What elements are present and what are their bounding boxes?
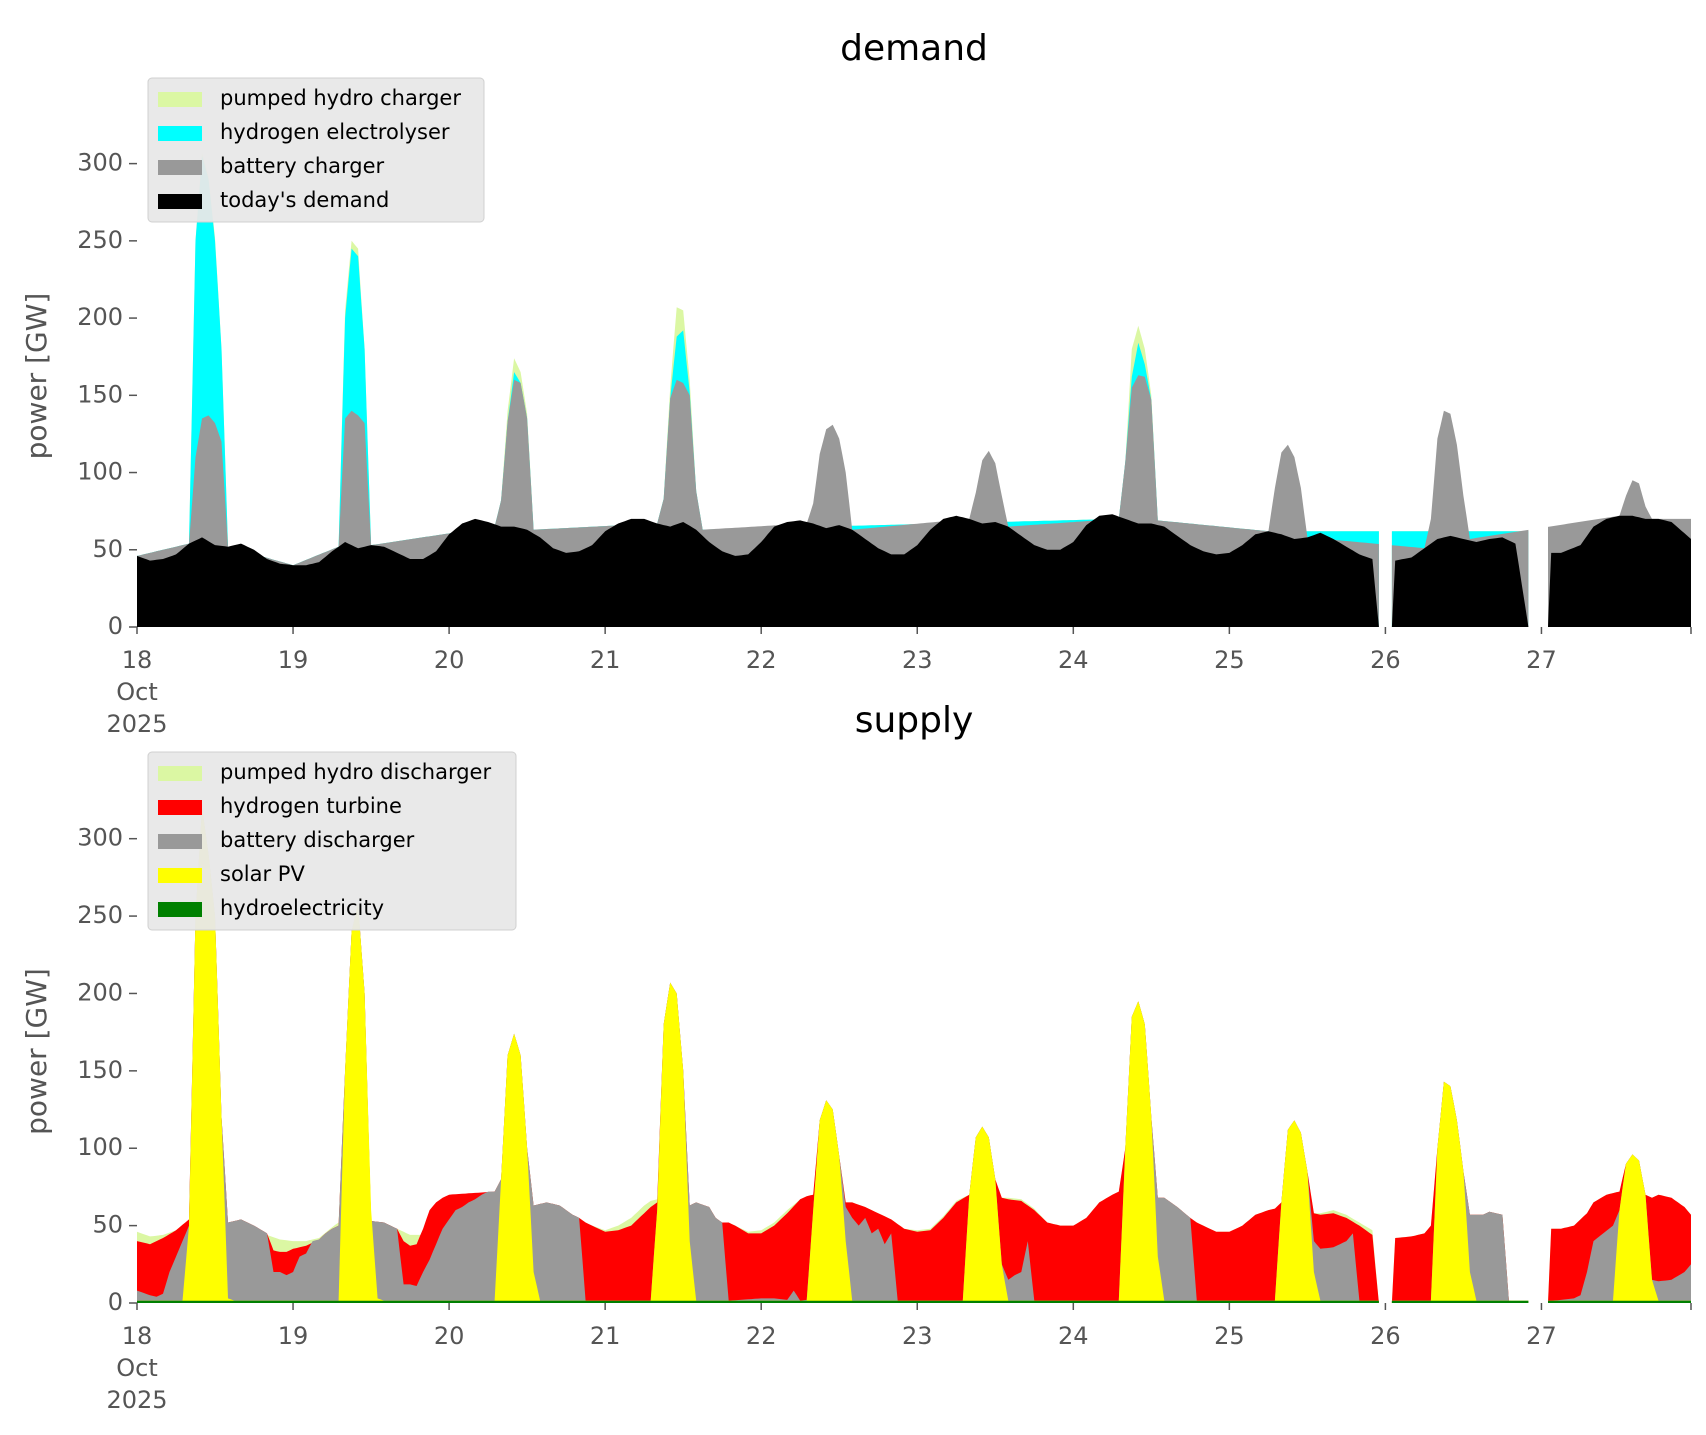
panel-supply-legend-swatch-hydrogen-turbine — [158, 800, 202, 815]
panel-supply-xtick-label: 21 — [590, 1322, 621, 1350]
panel-demand-legend: pumped hydro charger hydrogen electrolyse… — [147, 77, 485, 223]
panel-supply-xtick-label: 27 — [1526, 1322, 1557, 1350]
panel-demand-legend-swatch-today-s-demand — [158, 194, 202, 209]
panel-supply-xtick-label: 18 Oct 2025 — [106, 1322, 167, 1414]
panel-demand-ytick-label: 200 — [77, 303, 123, 331]
panel-supply-title: supply — [855, 700, 974, 741]
panel-demand-legend-label-today-s-demand: today's demand — [220, 188, 389, 212]
panel-supply-legend-swatch-solar-pv — [158, 868, 202, 883]
panel-demand-ytick-label: 0 — [108, 612, 123, 640]
panel-supply-legend-swatch-pumped-hydro-discharger — [158, 766, 202, 781]
panel-demand-xtick-label: 21 — [590, 646, 621, 674]
panel-supply-xtick-label: 25 — [1214, 1322, 1245, 1350]
panel-demand-xtick-label: 23 — [902, 646, 933, 674]
panel-supply-xtick-label: 20 — [434, 1322, 465, 1350]
panel-demand-legend-swatch-hydrogen-electrolyser — [158, 126, 202, 141]
panel-demand-ytick-label: 250 — [77, 226, 123, 254]
panel-supply-legend-label-hydrogen-turbine: hydrogen turbine — [220, 794, 402, 818]
panel-demand-xtick-label: 25 — [1214, 646, 1245, 674]
panel-supply-ytick-label: 150 — [77, 1056, 123, 1084]
panel-demand-ylabel: power [GW] — [20, 293, 53, 460]
panel-supply-area-solar-pv — [137, 807, 1691, 1303]
panel-supply-legend-label-hydroelectricity: hydroelectricity — [220, 896, 384, 920]
panel-supply-ytick-label: 250 — [77, 901, 123, 929]
panel-supply-legend: pumped hydro discharger hydrogen turbine b… — [147, 751, 517, 931]
panel-supply-ytick-label: 300 — [77, 824, 123, 852]
panel-demand-xtick-label: 18 Oct 2025 — [106, 646, 167, 738]
panel-demand-ytick-label: 150 — [77, 380, 123, 408]
panel-supply-xtick-label: 26 — [1370, 1322, 1401, 1350]
panel-supply-legend-label-battery-discharger: battery discharger — [220, 828, 415, 852]
panel-demand-xtick-label: 24 — [1058, 646, 1089, 674]
panel-demand-legend-swatch-battery-charger — [158, 160, 202, 175]
panel-demand-ytick-label: 50 — [92, 535, 123, 563]
panel-supply-legend-label-solar-pv: solar PV — [220, 862, 305, 886]
panel-demand-legend-label-hydrogen-electrolyser: hydrogen electrolyser — [220, 120, 450, 144]
panel-supply-ytick-label: 50 — [92, 1211, 123, 1239]
panel-demand-ytick-label: 100 — [77, 458, 123, 486]
panel-supply-xtick-label: 24 — [1058, 1322, 1089, 1350]
panel-supply-ytick-label: 100 — [77, 1133, 123, 1161]
panel-demand: demand power [GW] 0 50 100 150 200 250 300 18 Oct 2… — [20, 28, 1692, 738]
panel-demand-xtick-label: 20 — [434, 646, 465, 674]
panel-demand-xtick-label: 22 — [746, 646, 777, 674]
panel-demand-area-today-s-demand — [137, 514, 1691, 627]
panel-supply-ytick-label: 200 — [77, 978, 123, 1006]
panel-supply-ylabel: power [GW] — [20, 968, 53, 1135]
panel-supply-legend-swatch-hydroelectricity — [158, 902, 202, 917]
panel-supply-legend-swatch-battery-discharger — [158, 834, 202, 849]
panel-demand-legend-swatch-pumped-hydro-charger — [158, 92, 202, 107]
panel-demand-xtick-label: 19 — [278, 646, 309, 674]
panel-supply-xtick-label: 19 — [278, 1322, 309, 1350]
panel-demand-legend-label-pumped-hydro-charger: pumped hydro charger — [220, 86, 461, 110]
panel-demand-xtick-label: 26 — [1370, 646, 1401, 674]
panel-demand-legend-label-battery-charger: battery charger — [220, 154, 385, 178]
panel-supply-xtick-label: 23 — [902, 1322, 933, 1350]
panel-supply-legend-label-pumped-hydro-discharger: pumped hydro discharger — [220, 760, 491, 784]
panel-demand-xtick-label: 27 — [1526, 646, 1557, 674]
panel-demand-legend-box — [147, 77, 485, 223]
panel-demand-ytick-label: 300 — [77, 149, 123, 177]
panel-supply-xtick-label: 22 — [746, 1322, 777, 1350]
panel-supply-legend-box — [147, 751, 517, 931]
panel-supply: supply power [GW] 0 50 100 150 200 250 300 18 Oct 2… — [20, 700, 1692, 1414]
panel-supply-ytick-label: 0 — [108, 1288, 123, 1316]
panel-demand-title: demand — [840, 28, 988, 69]
panel-supply-area-hydroelectricity — [137, 1300, 1691, 1303]
